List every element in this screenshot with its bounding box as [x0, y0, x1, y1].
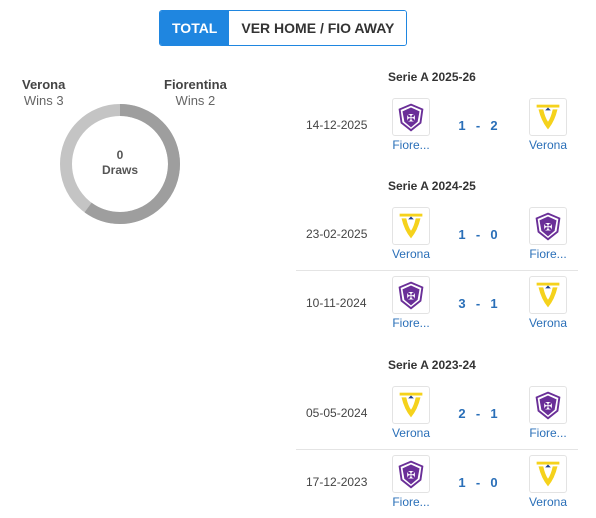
away-team-name: Verona	[528, 316, 568, 330]
fiorentina-logo-icon: ✠	[392, 455, 430, 493]
away-team[interactable]: Verona	[523, 276, 573, 330]
verona-logo-icon	[529, 276, 567, 314]
match-date: 14-12-2025	[306, 118, 368, 132]
home-goals: 2	[458, 406, 466, 421]
svg-text:✠: ✠	[544, 222, 553, 234]
home-goals: 1	[458, 475, 466, 490]
match-row[interactable]: 05-05-2024 Verona 2-1 ✠ Fiore...	[296, 386, 578, 444]
home-team-name: Verona	[391, 247, 431, 261]
home-team[interactable]: Verona	[386, 386, 436, 440]
score-separator: -	[475, 296, 481, 311]
svg-text:✠: ✠	[407, 113, 416, 125]
match-row[interactable]: 23-02-2025 Verona 1-0 ✠ Fiore...	[296, 207, 578, 265]
away-team-name: Fiore...	[529, 247, 567, 261]
home-goals: 1	[458, 227, 466, 242]
away-goals: 1	[490, 296, 498, 311]
match-score: 3-1	[454, 296, 502, 311]
away-team[interactable]: ✠ Fiore...	[523, 207, 573, 261]
fiorentina-logo-icon: ✠	[392, 276, 430, 314]
home-goals: 1	[458, 118, 466, 133]
home-team[interactable]: ✠ Fiore...	[386, 276, 436, 330]
right-team-wins: Wins 2	[175, 93, 216, 108]
tab-home-away[interactable]: VER HOME / FIO AWAY	[229, 11, 407, 45]
left-team-wins: Wins 3	[23, 93, 64, 108]
svg-text:✠: ✠	[407, 470, 416, 482]
home-team[interactable]: ✠ Fiore...	[386, 98, 436, 152]
home-team-name: Fiore...	[392, 138, 430, 152]
view-tabs: TOTAL VER HOME / FIO AWAY	[159, 10, 408, 46]
row-divider	[296, 449, 578, 450]
home-team-name: Fiore...	[392, 495, 430, 509]
match-row[interactable]: 10-11-2024 ✠ Fiore... 3-1 Verona	[296, 276, 578, 334]
away-team[interactable]: Verona	[523, 98, 573, 152]
svg-text:✠: ✠	[407, 291, 416, 303]
right-team-name: Fiorentina	[164, 77, 227, 92]
score-separator: -	[475, 118, 481, 133]
season-title: Serie A 2025-26	[388, 70, 476, 84]
draws-label: Draws	[101, 163, 139, 177]
home-team-name: Fiore...	[392, 316, 430, 330]
match-row[interactable]: 17-12-2023 ✠ Fiore... 1-0 Verona	[296, 455, 578, 513]
score-separator: -	[475, 406, 481, 421]
away-goals: 1	[490, 406, 498, 421]
season-title: Serie A 2023-24	[388, 358, 476, 372]
match-score: 2-1	[454, 406, 502, 421]
score-separator: -	[475, 227, 481, 242]
away-team-name: Verona	[528, 138, 568, 152]
match-score: 1-0	[454, 475, 502, 490]
svg-text:✠: ✠	[544, 401, 553, 413]
fiorentina-logo-icon: ✠	[392, 98, 430, 136]
donut-center-label: 0 Draws	[58, 148, 182, 178]
home-goals: 3	[458, 296, 466, 311]
match-date: 23-02-2025	[306, 227, 368, 241]
fiorentina-logo-icon: ✠	[529, 386, 567, 424]
fiorentina-logo-icon: ✠	[529, 207, 567, 245]
home-team[interactable]: Verona	[386, 207, 436, 261]
away-team-name: Fiore...	[529, 426, 567, 440]
match-date: 17-12-2023	[306, 475, 368, 489]
verona-logo-icon	[392, 207, 430, 245]
results-donut	[60, 104, 180, 224]
draws-count: 0	[116, 148, 124, 162]
away-goals: 2	[490, 118, 498, 133]
match-row[interactable]: 14-12-2025 ✠ Fiore... 1-2 Verona	[296, 98, 578, 156]
home-team[interactable]: ✠ Fiore...	[386, 455, 436, 509]
match-date: 10-11-2024	[306, 296, 367, 310]
verona-logo-icon	[392, 386, 430, 424]
summary-right-team: Fiorentina Wins 2	[164, 77, 227, 108]
away-team-name: Verona	[528, 495, 568, 509]
tab-total[interactable]: TOTAL	[160, 11, 230, 45]
match-date: 05-05-2024	[306, 406, 368, 420]
verona-logo-icon	[529, 455, 567, 493]
donut-segment-verona	[60, 104, 180, 224]
away-team[interactable]: Verona	[523, 455, 573, 509]
left-team-name: Verona	[22, 77, 66, 92]
match-score: 1-2	[454, 118, 502, 133]
away-team[interactable]: ✠ Fiore...	[523, 386, 573, 440]
score-separator: -	[475, 475, 481, 490]
away-goals: 0	[490, 475, 498, 490]
summary-left-team: Verona Wins 3	[22, 77, 65, 108]
season-title: Serie A 2024-25	[388, 179, 476, 193]
away-goals: 0	[490, 227, 498, 242]
row-divider	[296, 270, 578, 271]
match-score: 1-0	[454, 227, 502, 242]
home-team-name: Verona	[391, 426, 431, 440]
verona-logo-icon	[529, 98, 567, 136]
